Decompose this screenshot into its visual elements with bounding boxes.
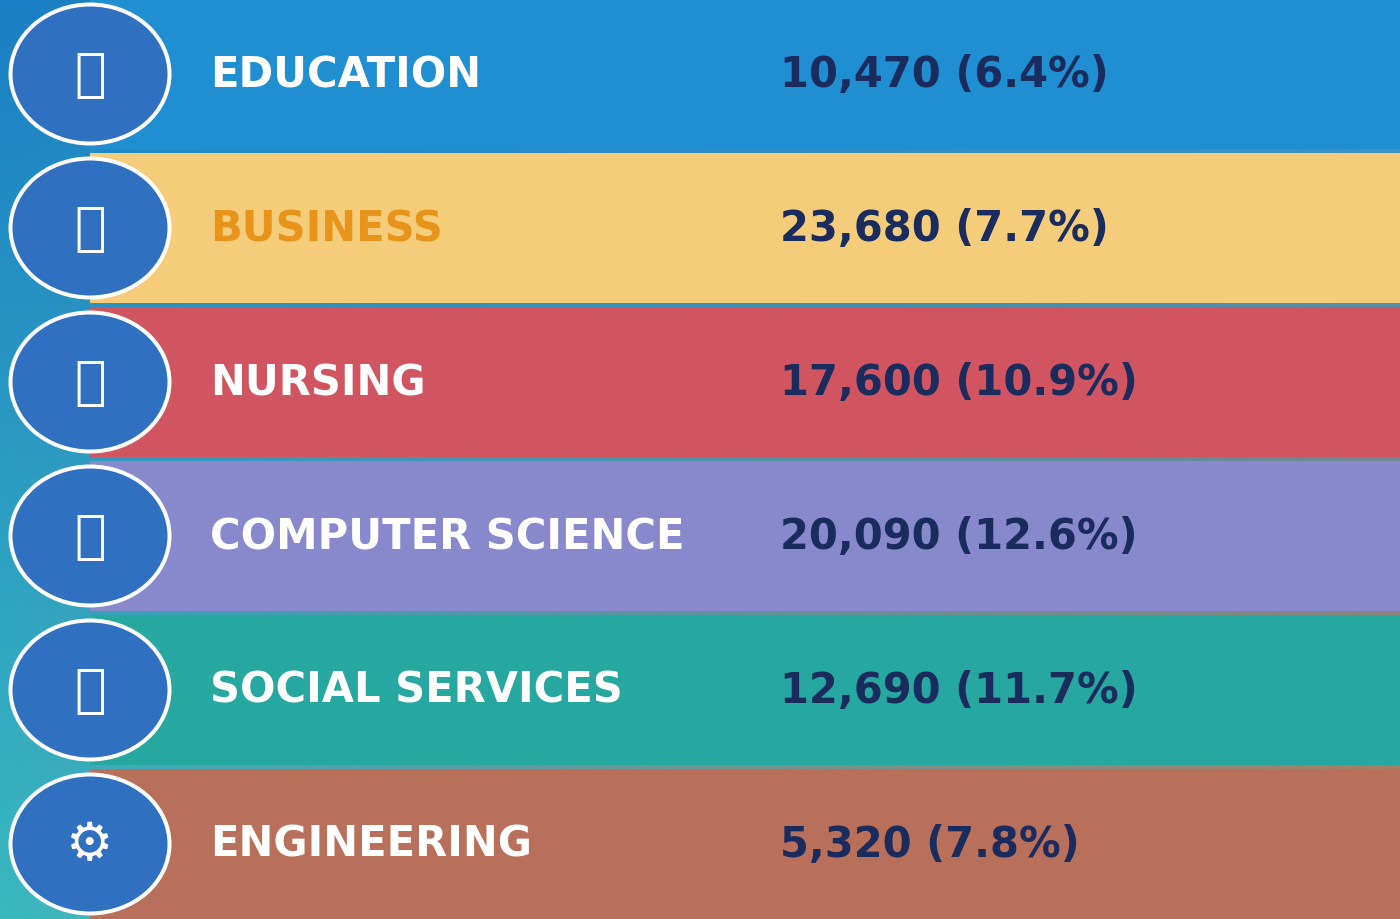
- Text: 5,320 (7.8%): 5,320 (7.8%): [780, 823, 1079, 865]
- FancyBboxPatch shape: [90, 769, 1400, 919]
- FancyBboxPatch shape: [90, 0, 1400, 150]
- Text: 10,470 (6.4%): 10,470 (6.4%): [780, 54, 1109, 96]
- Text: 20,090 (12.6%): 20,090 (12.6%): [780, 516, 1138, 558]
- Ellipse shape: [13, 315, 168, 450]
- Text: 23,680 (7.7%): 23,680 (7.7%): [780, 208, 1109, 250]
- Text: ⛑: ⛑: [74, 357, 106, 409]
- FancyBboxPatch shape: [90, 308, 1400, 458]
- Text: BUSINESS: BUSINESS: [210, 208, 442, 250]
- Ellipse shape: [8, 618, 171, 762]
- Text: 12,690 (11.7%): 12,690 (11.7%): [780, 669, 1138, 711]
- Ellipse shape: [8, 465, 171, 607]
- Text: EDUCATION: EDUCATION: [210, 54, 482, 96]
- Text: 💼: 💼: [74, 203, 106, 255]
- Text: 🤝: 🤝: [74, 664, 106, 716]
- Ellipse shape: [13, 162, 168, 296]
- Ellipse shape: [8, 4, 171, 146]
- Ellipse shape: [13, 7, 168, 142]
- FancyBboxPatch shape: [90, 461, 1400, 611]
- Text: 17,600 (10.9%): 17,600 (10.9%): [780, 361, 1138, 403]
- Text: NURSING: NURSING: [210, 361, 426, 403]
- Ellipse shape: [8, 312, 171, 454]
- Text: 📖: 📖: [74, 49, 106, 101]
- Text: COMPUTER SCIENCE: COMPUTER SCIENCE: [210, 516, 685, 558]
- FancyBboxPatch shape: [90, 616, 1400, 766]
- Ellipse shape: [13, 469, 168, 604]
- Ellipse shape: [13, 777, 168, 912]
- Ellipse shape: [8, 157, 171, 301]
- Ellipse shape: [13, 623, 168, 757]
- Text: 💻: 💻: [74, 510, 106, 562]
- Ellipse shape: [8, 773, 171, 915]
- Text: ⚙: ⚙: [66, 818, 113, 870]
- FancyBboxPatch shape: [90, 153, 1400, 303]
- Text: ENGINEERING: ENGINEERING: [210, 823, 532, 865]
- Text: SOCIAL SERVICES: SOCIAL SERVICES: [210, 669, 623, 711]
